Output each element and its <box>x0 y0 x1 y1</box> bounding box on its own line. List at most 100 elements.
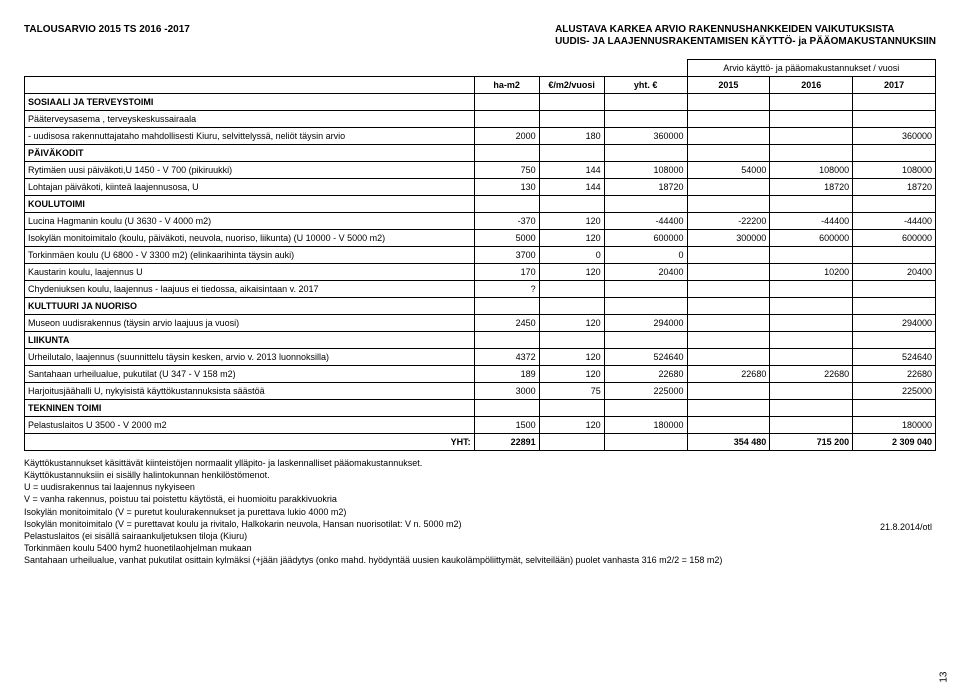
table-row: Chydeniuksen koulu, laajennus - laajuus … <box>25 281 936 298</box>
cell: 120 <box>539 264 604 281</box>
cell: 108000 <box>770 162 853 179</box>
cell: 294000 <box>604 315 687 332</box>
cell: 354 480 <box>687 434 770 451</box>
table-row: - uudisosa rakennuttajataho mahdollisest… <box>25 128 936 145</box>
cell: -44400 <box>853 213 936 230</box>
cell: 20400 <box>604 264 687 281</box>
table-row: TEKNINEN TOIMI <box>25 400 936 417</box>
table-row: Pääterveysasema , terveyskeskussairaala <box>25 111 936 128</box>
cell: 225000 <box>604 383 687 400</box>
row-label: Harjoitusjäähalli U, nykyisistä käyttöku… <box>25 383 475 400</box>
cell <box>474 196 539 213</box>
cell <box>539 111 604 128</box>
cell <box>687 94 770 111</box>
col-ha-m2: ha-m2 <box>474 77 539 94</box>
table-row: SOSIAALI JA TERVEYSTOIMI <box>25 94 936 111</box>
date-note: 21.8.2014/otl <box>880 522 932 532</box>
cell: 22680 <box>853 366 936 383</box>
table-row: KULTTUURI JA NUORISO <box>25 298 936 315</box>
cell: 715 200 <box>770 434 853 451</box>
header-right-line2: UUDIS- JA LAAJENNUSRAKENTAMISEN KÄYTTÖ- … <box>555 36 936 48</box>
footnote-line: Santahaan urheilualue, vanhat pukutilat … <box>24 554 936 566</box>
row-label: PÄIVÄKODIT <box>25 145 475 162</box>
cell: 108000 <box>604 162 687 179</box>
table-row: Urheilutalo, laajennus (suunnittelu täys… <box>25 349 936 366</box>
row-label: TEKNINEN TOIMI <box>25 400 475 417</box>
cell: 0 <box>604 247 687 264</box>
cell <box>604 434 687 451</box>
cell: 750 <box>474 162 539 179</box>
cell: 108000 <box>853 162 936 179</box>
cell: 144 <box>539 162 604 179</box>
cell <box>539 281 604 298</box>
cell: 5000 <box>474 230 539 247</box>
row-label: Lohtajan päiväkoti, kiinteä laajennusosa… <box>25 179 475 196</box>
cell <box>604 298 687 315</box>
cell: 144 <box>539 179 604 196</box>
cell: 18720 <box>853 179 936 196</box>
cell: 120 <box>539 315 604 332</box>
cell <box>474 332 539 349</box>
cell: 18720 <box>604 179 687 196</box>
footnotes: Käyttökustannukset käsittävät kiinteistö… <box>24 457 936 566</box>
header-left: TALOUSARVIO 2015 TS 2016 -2017 <box>24 24 190 47</box>
cell: 22680 <box>770 366 853 383</box>
table-row: Kaustarin koulu, laajennus U170120204001… <box>25 264 936 281</box>
cell: 22891 <box>474 434 539 451</box>
row-label: Museon uudisrakennus (täysin arvio laaju… <box>25 315 475 332</box>
cell: 0 <box>539 247 604 264</box>
cell <box>770 349 853 366</box>
cell <box>687 128 770 145</box>
cell <box>770 111 853 128</box>
table-row: Lucina Hagmanin koulu (U 3630 - V 4000 m… <box>25 213 936 230</box>
cell <box>474 94 539 111</box>
cell <box>604 281 687 298</box>
table-row: Pelastuslaitos U 3500 - V 2000 m21500120… <box>25 417 936 434</box>
cell <box>853 247 936 264</box>
cell <box>539 94 604 111</box>
cell <box>853 281 936 298</box>
table-row: KOULUTOIMI <box>25 196 936 213</box>
cell <box>539 400 604 417</box>
row-label: Pelastuslaitos U 3500 - V 2000 m2 <box>25 417 475 434</box>
row-label: Rytimäen uusi päiväkoti,U 1450 - V 700 (… <box>25 162 475 179</box>
cell <box>770 383 853 400</box>
table-row: Torkinmäen koulu (U 6800 - V 3300 m2) (e… <box>25 247 936 264</box>
cell <box>770 315 853 332</box>
cell <box>604 145 687 162</box>
row-label: Chydeniuksen koulu, laajennus - laajuus … <box>25 281 475 298</box>
cell: 22680 <box>604 366 687 383</box>
table-row: Lohtajan päiväkoti, kiinteä laajennusosa… <box>25 179 936 196</box>
cell: -44400 <box>770 213 853 230</box>
cell: 189 <box>474 366 539 383</box>
cell: -370 <box>474 213 539 230</box>
row-label: SOSIAALI JA TERVEYSTOIMI <box>25 94 475 111</box>
cell: -22200 <box>687 213 770 230</box>
cell <box>770 196 853 213</box>
cell <box>687 349 770 366</box>
cell <box>687 417 770 434</box>
cell <box>687 196 770 213</box>
cell <box>687 383 770 400</box>
cell: 300000 <box>687 230 770 247</box>
cell <box>687 315 770 332</box>
cell <box>687 247 770 264</box>
table-row: YHT:22891354 480715 2002 309 040 <box>25 434 936 451</box>
cell <box>474 145 539 162</box>
cell <box>853 332 936 349</box>
arvio-header: Arvio käyttö- ja pääomakustannukset / vu… <box>687 60 935 77</box>
row-label: Torkinmäen koulu (U 6800 - V 3300 m2) (e… <box>25 247 475 264</box>
col-eur-m2: €/m2/vuosi <box>539 77 604 94</box>
cell: 600000 <box>770 230 853 247</box>
col-2016: 2016 <box>770 77 853 94</box>
table-row: Santahaan urheilualue, pukutilat (U 347 … <box>25 366 936 383</box>
cell <box>770 417 853 434</box>
table-header-row-1: Arvio käyttö- ja pääomakustannukset / vu… <box>25 60 936 77</box>
cell: 18720 <box>770 179 853 196</box>
row-label: Isokylän monitoimitalo (koulu, päiväkoti… <box>25 230 475 247</box>
cell <box>474 111 539 128</box>
table-header-row-2: ha-m2 €/m2/vuosi yht. € 2015 2016 2017 <box>25 77 936 94</box>
cell: 10200 <box>770 264 853 281</box>
cell <box>687 298 770 315</box>
cell: 524640 <box>853 349 936 366</box>
